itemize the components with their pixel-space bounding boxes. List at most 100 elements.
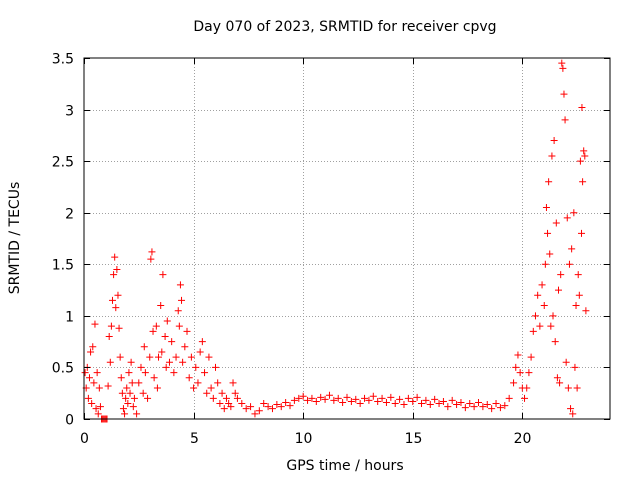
data-point	[183, 327, 191, 335]
data-point	[174, 307, 182, 315]
data-point	[196, 348, 204, 356]
data-point	[165, 358, 173, 366]
data-point	[347, 397, 355, 405]
data-point	[179, 358, 187, 366]
y-tick-label: 2	[65, 207, 74, 223]
data-point	[181, 343, 189, 351]
data-point	[576, 157, 584, 165]
x-axis-title: GPS time / hours	[286, 458, 403, 474]
data-point	[536, 322, 544, 330]
data-point	[81, 369, 89, 377]
data-point	[148, 248, 156, 256]
data-point	[203, 389, 211, 397]
y-tick-label: 1.5	[52, 258, 74, 274]
data-point	[444, 403, 452, 411]
data-point	[400, 401, 408, 409]
data-point	[391, 400, 399, 408]
data-point	[220, 405, 228, 413]
data-point	[568, 245, 576, 253]
data-point	[574, 271, 582, 279]
data-point	[352, 395, 360, 403]
data-point	[521, 394, 529, 402]
data-point	[550, 137, 558, 145]
data-point	[194, 379, 202, 387]
data-point	[541, 260, 549, 268]
data-point	[571, 363, 579, 371]
data-point	[531, 312, 539, 320]
data-point	[582, 307, 590, 315]
data-point	[88, 400, 96, 408]
data-point	[152, 322, 160, 330]
data-point	[516, 369, 524, 377]
data-point	[94, 410, 102, 418]
data-point	[573, 384, 581, 392]
data-point	[317, 393, 325, 401]
data-point	[198, 338, 206, 346]
data-points	[81, 59, 590, 423]
data-point	[242, 405, 250, 413]
data-point	[483, 401, 491, 409]
x-tick-label: 15	[405, 431, 423, 447]
data-point	[343, 393, 351, 401]
data-point	[356, 400, 364, 408]
data-point	[413, 393, 421, 401]
data-point	[110, 271, 118, 279]
data-point	[561, 116, 569, 124]
data-point	[229, 379, 237, 387]
data-point	[130, 394, 138, 402]
data-point	[116, 353, 124, 361]
data-point	[107, 322, 115, 330]
data-point	[85, 374, 93, 382]
data-point	[492, 400, 500, 408]
data-point	[192, 363, 200, 371]
data-point	[295, 394, 303, 402]
data-point	[546, 250, 554, 258]
data-point	[135, 379, 143, 387]
y-axis-title: SRMTID / TECUs	[7, 182, 23, 295]
data-point	[466, 400, 474, 408]
y-tick-label: 3	[65, 104, 74, 120]
data-point	[129, 403, 137, 411]
data-point	[108, 296, 116, 304]
data-point	[542, 204, 550, 212]
data-point	[168, 338, 176, 346]
data-point	[104, 382, 112, 390]
data-point	[559, 64, 567, 72]
data-point	[409, 397, 417, 405]
data-point	[448, 396, 456, 404]
data-point	[575, 291, 583, 299]
data-point	[205, 353, 213, 361]
data-point	[501, 402, 509, 410]
data-point	[479, 403, 487, 411]
data-point	[209, 394, 217, 402]
data-point	[475, 398, 482, 406]
axis-ticks: 0 5 10 15 20 0 0.5 1 1.5 2 2.5 3 3.5	[52, 52, 610, 447]
data-point	[178, 296, 186, 304]
data-point	[147, 255, 155, 263]
data-point	[523, 384, 531, 392]
data-point	[144, 394, 152, 402]
data-point	[304, 396, 312, 404]
data-point	[214, 379, 222, 387]
data-point	[176, 281, 184, 289]
y-tick-label: 2.5	[52, 155, 74, 171]
data-point	[549, 312, 557, 320]
data-point	[396, 395, 404, 403]
data-point	[578, 229, 586, 237]
data-point	[282, 398, 290, 406]
data-point	[122, 394, 130, 402]
data-point	[308, 394, 316, 402]
data-point	[115, 324, 123, 332]
data-point	[255, 407, 263, 415]
data-point	[163, 317, 171, 325]
data-point	[113, 265, 121, 273]
data-point	[231, 389, 239, 397]
data-point	[488, 405, 496, 413]
data-point	[175, 322, 183, 330]
data-point	[114, 291, 122, 299]
data-point	[149, 327, 157, 335]
data-point	[273, 401, 281, 409]
data-point	[553, 374, 561, 382]
data-point	[538, 281, 546, 289]
data-point	[334, 394, 342, 402]
